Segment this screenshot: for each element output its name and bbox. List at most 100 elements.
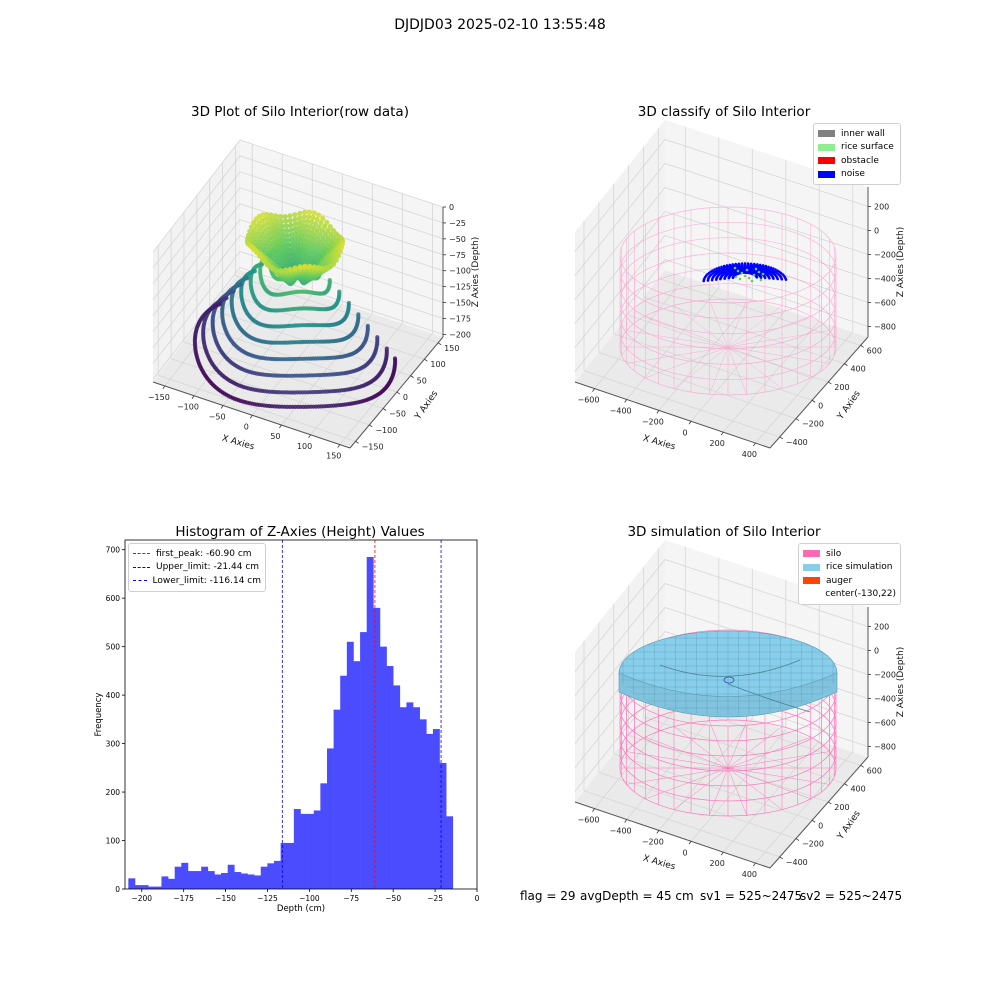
y-tick-label: 200 [834, 383, 849, 392]
silo-spoke [709, 720, 729, 769]
figure-title: DJDJD03 2025-02-10 13:55:48 [394, 17, 606, 33]
grid-line [574, 583, 869, 696]
histogram-bar [181, 862, 189, 889]
data-point [292, 212, 298, 218]
silo-spoke [727, 346, 830, 364]
footer-avg-depth: avgDepth = 45 cm [580, 889, 694, 903]
rice-surface-point [743, 274, 747, 278]
histogram-bar [340, 675, 348, 889]
grid-line [658, 298, 753, 411]
y-tick-label: −100 [375, 426, 397, 435]
y-tick-label: 0 [818, 401, 823, 410]
x-tick [688, 841, 692, 845]
pane-left [575, 120, 665, 382]
histogram-bar [320, 783, 328, 889]
z-tick-label: −25 [449, 219, 466, 228]
noise-point [759, 276, 763, 279]
data-point [335, 253, 342, 259]
x-tick [592, 388, 595, 392]
data-point [288, 227, 294, 233]
y-tick [795, 838, 800, 841]
x-tick [753, 862, 756, 867]
noise-point [755, 276, 759, 279]
grid-line [755, 751, 854, 864]
data-point [333, 257, 339, 263]
data-point [282, 267, 288, 273]
z-tick-label: −200 [449, 330, 471, 339]
histogram-bar [379, 646, 387, 889]
noise-point [764, 264, 768, 268]
y-tick [437, 342, 442, 346]
data-point [305, 218, 311, 224]
histogram-bar [174, 866, 182, 889]
data-point [392, 356, 398, 361]
histogram-bar [353, 661, 361, 889]
x-tick [308, 434, 311, 439]
x-tick-label: −200 [131, 894, 152, 903]
data-point [248, 224, 255, 230]
legend-item-first-peak: first_peak: -60.90 cm [133, 547, 261, 561]
noise-point [768, 277, 771, 280]
x-tick [162, 385, 166, 390]
data-point [287, 266, 293, 272]
footer-flag: flag = 29 [520, 889, 576, 903]
plot1-title: 3D Plot of Silo Interior(row data) [191, 104, 409, 120]
x-tick-label: 0 [682, 428, 687, 437]
y-tick-label: 400 [106, 691, 121, 700]
z-axis-label: Z Axies (Depth) [896, 227, 906, 298]
y-tick-label: 0 [403, 393, 408, 402]
y-axis-label: Y Axies [835, 389, 863, 422]
histogram-bar [326, 748, 334, 889]
x-tick-label: −25 [427, 894, 443, 903]
noise-point [746, 262, 750, 265]
histogram-bar [300, 813, 308, 889]
grid-line [574, 163, 869, 276]
y-axis-line [769, 336, 869, 449]
silo-spoke [626, 346, 729, 364]
grid-line [722, 740, 820, 853]
histogram-bar [227, 864, 235, 889]
z-axis-label: Z Axies (Depth) [896, 647, 906, 718]
y-tick [424, 358, 428, 362]
silo-spoke [727, 346, 747, 395]
data-point [268, 212, 274, 218]
data-point [284, 228, 290, 234]
data-point [283, 223, 289, 229]
rice-surface-point [734, 275, 738, 279]
data-point [257, 253, 263, 259]
grid-line [574, 139, 869, 252]
data-point [320, 215, 326, 221]
silo-spoke [727, 299, 747, 348]
data-point [279, 223, 285, 229]
noise-point [711, 269, 714, 273]
silo-spoke [673, 305, 729, 348]
silo-wireframe [619, 206, 837, 396]
grid-line [690, 309, 787, 422]
data-point [260, 257, 266, 263]
silo-spoke [727, 767, 783, 810]
legend-swatch [818, 170, 835, 178]
x-axis-label: X Axies [642, 854, 677, 873]
x-tick [279, 424, 282, 429]
grid-line [152, 266, 444, 380]
data-point [312, 221, 319, 227]
rice-surface-side [618, 672, 838, 718]
z-tick-label: −600 [874, 299, 896, 308]
data-point [253, 216, 260, 222]
y-tick-label: −400 [786, 858, 808, 867]
histogram-bars [128, 556, 454, 889]
data-point [306, 214, 312, 220]
x-tick-label: −200 [642, 837, 664, 846]
y-tick [844, 783, 848, 786]
silo-spoke [645, 767, 729, 800]
data-point [324, 219, 330, 225]
data-point [337, 248, 343, 254]
noise-point [756, 263, 759, 266]
x-tick-label: 0 [682, 848, 687, 857]
data-point [296, 220, 302, 226]
noise-point [720, 265, 723, 269]
data-point [327, 278, 332, 283]
legend-item-center: center(-130,22) [803, 588, 896, 602]
grid-line [583, 790, 780, 858]
grid-line [626, 707, 720, 820]
